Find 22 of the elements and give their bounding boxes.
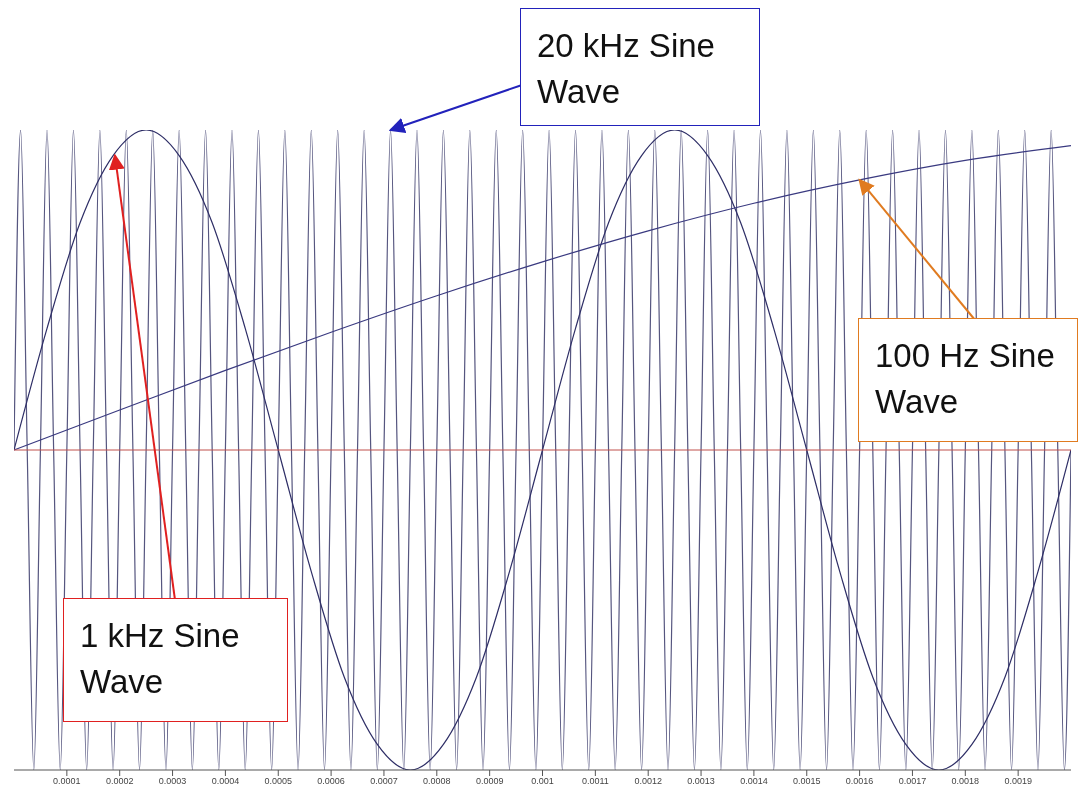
x-tick-label: 0.0004 xyxy=(211,776,240,786)
annotation: 1 kHz Sine Wave xyxy=(63,598,288,722)
x-tick-label: 0.0013 xyxy=(687,776,715,786)
x-tick-label: 0.0008 xyxy=(423,776,451,786)
x-tick-label: 0.0018 xyxy=(951,776,980,786)
x-tick-label: 0.0017 xyxy=(898,776,927,786)
x-tick-label: 0.0009 xyxy=(475,776,504,786)
x-tick-label: 0.0015 xyxy=(792,776,821,786)
annotation: 100 Hz Sine Wave xyxy=(858,318,1078,442)
x-tick-label: 0.0007 xyxy=(370,776,398,786)
x-tick-label: 0.0001 xyxy=(53,776,81,786)
x-tick-label: 0.0011 xyxy=(581,776,609,786)
x-tick-label: 0.0005 xyxy=(264,776,293,786)
x-tick-label: 0.001 xyxy=(531,776,554,786)
x-tick-label: 0.0006 xyxy=(317,776,345,786)
x-tick-label: 0.0003 xyxy=(158,776,187,786)
x-tick-label: 0.0016 xyxy=(845,776,874,786)
x-tick-label: 0.0002 xyxy=(105,776,134,786)
x-tick-label: 0.0019 xyxy=(1004,776,1032,786)
x-tick-label: 0.0014 xyxy=(740,776,768,786)
x-tick-label: 0.0012 xyxy=(634,776,662,786)
annotation: 20 kHz Sine Wave xyxy=(520,8,760,126)
